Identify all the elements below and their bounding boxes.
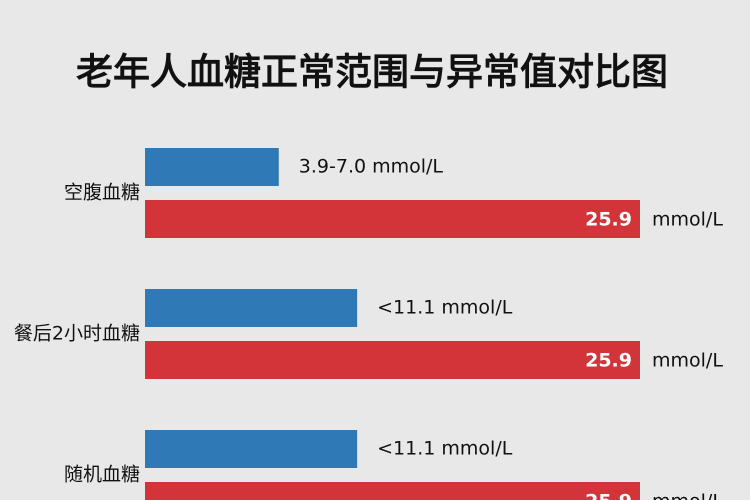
unit-label: mmol/L	[652, 209, 723, 231]
category-label: 随机血糖	[64, 464, 140, 486]
value-label: 25.9	[585, 209, 632, 231]
category-label: 空腹血糖	[64, 182, 140, 204]
value-label: 25.9	[585, 491, 632, 500]
chart-title: 老年人血糖正常范围与异常值对比图	[76, 51, 668, 94]
category-label: 餐后2小时血糖	[14, 323, 140, 345]
value-label: 3.9-7.0 mmol/L	[299, 156, 444, 178]
bar	[145, 341, 640, 379]
value-label: <11.1 mmol/L	[377, 438, 513, 460]
value-label: <11.1 mmol/L	[377, 297, 513, 319]
bar	[145, 430, 358, 468]
bar	[145, 289, 358, 327]
bar	[145, 148, 279, 186]
value-label: 25.9	[585, 350, 632, 372]
unit-label: mmol/L	[652, 350, 723, 372]
bar	[145, 482, 640, 500]
bar	[145, 200, 640, 238]
unit-label: mmol/L	[652, 491, 723, 500]
